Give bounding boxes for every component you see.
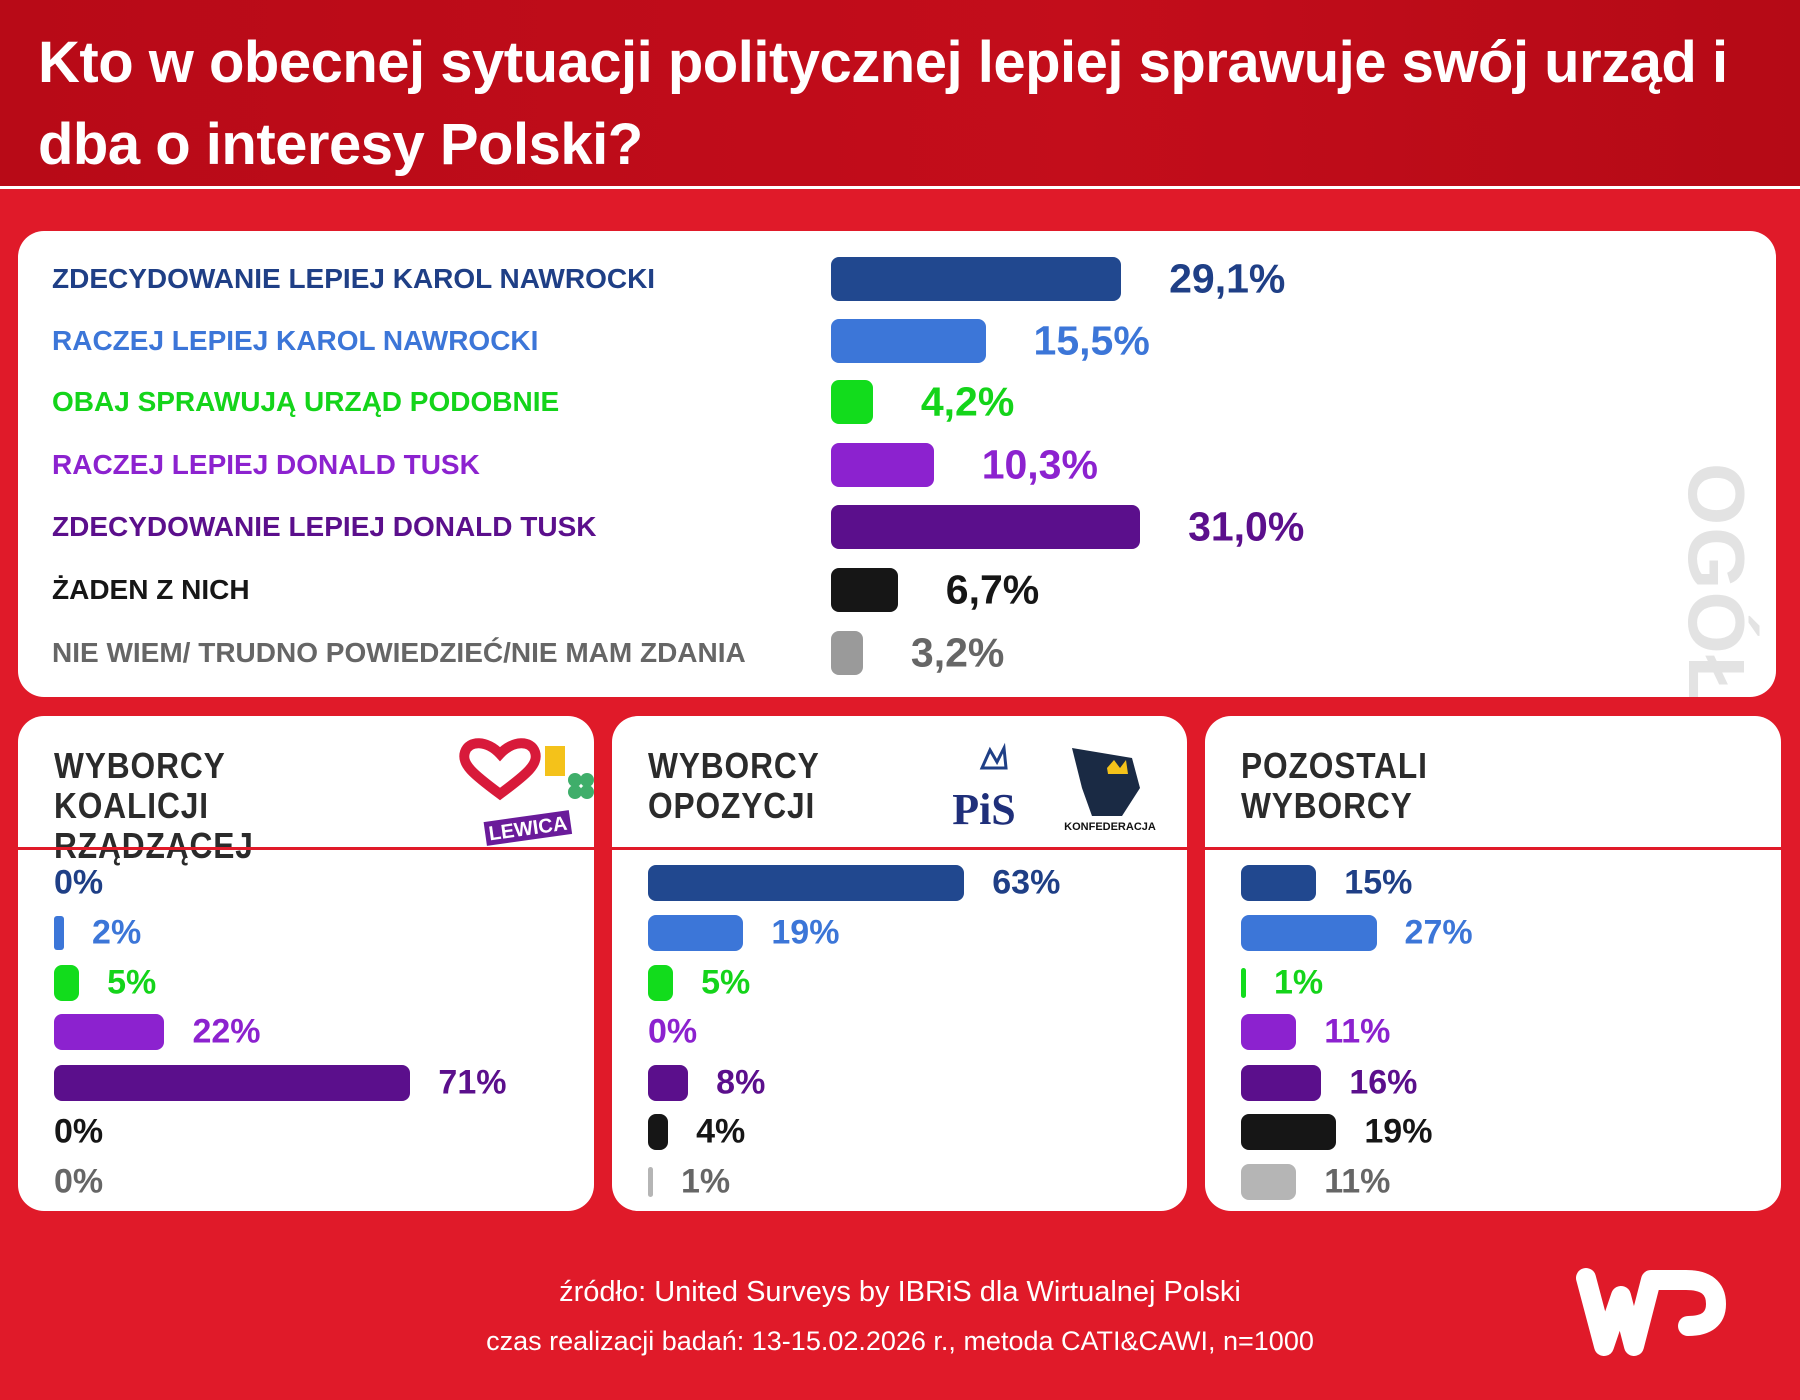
category-label: RACZEJ LEPIEJ KAROL NAWROCKI	[52, 325, 539, 356]
value-label: 11%	[1324, 1162, 1391, 1201]
bar	[54, 965, 80, 1001]
method-note: czas realizacji badań: 13-15.02.2026 r.,…	[486, 1326, 1314, 1356]
bar	[831, 380, 873, 424]
value-label: 2%	[92, 913, 142, 952]
panel-title: POZOSTALI WYBORCY	[1241, 745, 1428, 826]
coalition-logos: LEWICA	[459, 738, 594, 846]
panel-divider	[18, 847, 594, 850]
category-label: ZDECYDOWANIE LEPIEJ DONALD TUSK	[52, 511, 597, 542]
value-label: 4,2%	[920, 378, 1015, 425]
bar	[831, 568, 898, 612]
title-divider	[0, 186, 1800, 189]
clover-icon	[568, 773, 594, 799]
category-label: OBAJ SPRAWUJĄ URZĄD PODOBNIE	[52, 386, 560, 417]
bar	[1241, 968, 1247, 998]
value-label: 0%	[54, 1112, 104, 1151]
category-label: ŻADEN Z NICH	[52, 574, 250, 605]
category-label: NIE WIEM/ TRUDNO POWIEDZIEĆ/NIE MAM ZDAN…	[52, 637, 746, 668]
value-label: 3,2%	[910, 629, 1005, 676]
bar	[648, 1065, 689, 1101]
value-label: 10,3%	[981, 441, 1098, 488]
chart-title: Kto w obecnej sytuacji politycznej lepie…	[38, 30, 1728, 177]
value-label: 6,7%	[945, 566, 1040, 613]
value-label: 0%	[54, 1162, 104, 1201]
value-label: 29,1%	[1169, 255, 1286, 302]
coalition-voters-panel: WYBORCY KOALICJI RZĄDZĄCEJ LEWICA 0% 2% 5%…	[18, 716, 594, 1211]
value-label: 22%	[192, 1012, 261, 1051]
bar	[648, 1167, 654, 1197]
bar	[1241, 1114, 1337, 1150]
value-label: 0%	[54, 863, 104, 902]
value-label: 1%	[681, 1162, 731, 1201]
panel-title: WYBORCY OPOZYCJI	[648, 745, 820, 826]
value-label: 8%	[716, 1063, 766, 1102]
value-label: 19%	[771, 913, 840, 952]
bar	[648, 1114, 669, 1150]
heart-icon	[459, 738, 541, 801]
bar	[1241, 915, 1377, 951]
panel-divider	[612, 847, 1187, 850]
source-note: źródło: United Surveys by IBRiS dla Wirt…	[559, 1276, 1241, 1308]
bar	[648, 965, 674, 1001]
opposition-logos: PiS KONFEDERACJA	[952, 742, 1156, 834]
bar	[54, 1065, 411, 1101]
title-band	[0, 0, 1800, 187]
category-label: ZDECYDOWANIE LEPIEJ KAROL NAWROCKI	[52, 263, 656, 294]
category-label: RACZEJ LEPIEJ DONALD TUSK	[52, 449, 480, 480]
other-voters-panel: POZOSTALI WYBORCY 15% 27% 1% 11% 16% 19% 11%	[1205, 716, 1781, 1211]
bar	[1241, 1065, 1322, 1101]
panel-divider	[1205, 847, 1781, 850]
bar	[1241, 1164, 1297, 1200]
opposition-voters-panel: WYBORCY OPOZYCJI PiS KONFEDERACJA 63% 19%…	[612, 716, 1187, 1211]
bar	[54, 916, 65, 950]
pis-logo-text: PiS	[952, 785, 1016, 834]
value-label: 27%	[1404, 913, 1473, 952]
pis-eagle-icon	[979, 742, 1008, 770]
bar	[831, 505, 1141, 549]
konfederacja-eagle-icon	[1072, 748, 1140, 816]
overall-panel-label: OGÓŁEM	[1672, 463, 1761, 697]
value-label: 5%	[701, 963, 751, 1002]
value-label: 15%	[1344, 863, 1413, 902]
bar	[648, 865, 965, 901]
value-label: 0%	[648, 1012, 698, 1051]
wp-logo	[1576, 1268, 1726, 1356]
bar	[831, 257, 1122, 301]
value-label: 71%	[438, 1063, 507, 1102]
bar	[54, 1014, 165, 1050]
value-label: 19%	[1364, 1112, 1433, 1151]
bar	[1241, 1014, 1297, 1050]
bar	[648, 915, 744, 951]
value-label: 5%	[107, 963, 157, 1002]
value-label: 1%	[1274, 963, 1324, 1002]
bar	[831, 443, 934, 487]
value-label: 31,0%	[1188, 503, 1305, 550]
bar	[831, 631, 863, 675]
lewica-logo-text: LEWICA	[487, 813, 568, 846]
value-label: 63%	[992, 863, 1061, 902]
bar	[1241, 865, 1317, 901]
overall-panel: OGÓŁEM ZDECYDOWANIE LEPIEJ KAROL NAWROCK…	[18, 231, 1776, 697]
value-label: 16%	[1349, 1063, 1418, 1102]
bar	[831, 319, 986, 363]
value-label: 15,5%	[1033, 317, 1150, 364]
value-label: 4%	[696, 1112, 746, 1151]
polska2050-icon	[545, 746, 565, 776]
value-label: 11%	[1324, 1012, 1391, 1051]
panel-title: WYBORCY KOALICJI RZĄDZĄCEJ	[54, 745, 254, 866]
konfederacja-logo-text: KONFEDERACJA	[1064, 821, 1156, 833]
